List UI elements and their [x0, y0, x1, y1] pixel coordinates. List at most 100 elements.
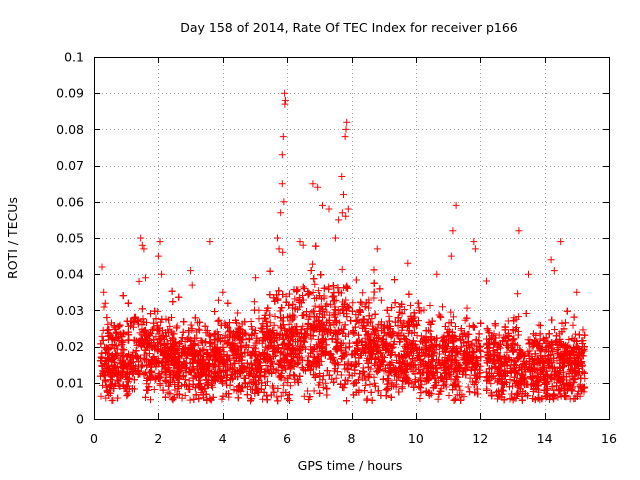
data-point [426, 327, 434, 335]
data-point [388, 379, 396, 387]
data-point [278, 317, 286, 325]
data-point [537, 322, 544, 330]
data-point [304, 387, 312, 395]
data-point [311, 280, 319, 288]
data-point [569, 321, 577, 329]
data-point [314, 287, 322, 295]
data-point [150, 386, 158, 393]
data-point [279, 248, 287, 256]
data-point [262, 362, 270, 369]
data-point [271, 313, 279, 320]
data-point [311, 302, 319, 310]
data-point [365, 374, 373, 382]
data-point [250, 298, 258, 306]
data-point [434, 395, 442, 403]
data-point [500, 333, 508, 341]
data-point [495, 331, 503, 339]
data-point [464, 383, 472, 391]
data-point [361, 381, 369, 389]
data-point [456, 386, 464, 394]
grid [94, 57, 609, 419]
data-point [280, 381, 288, 389]
data-point [215, 296, 222, 304]
data-point [426, 302, 434, 309]
data-point [377, 296, 385, 304]
data-point [309, 260, 317, 268]
data-point [99, 381, 106, 389]
chart-title: Day 158 of 2014, Rate Of TEC Index for r… [180, 20, 518, 35]
data-point [255, 315, 263, 323]
data-point [123, 391, 131, 399]
data-point [286, 382, 294, 390]
data-point [310, 387, 318, 395]
data-point [368, 322, 376, 330]
data-point [319, 383, 327, 391]
data-point [323, 308, 331, 316]
data-point [193, 328, 201, 336]
data-point [136, 329, 144, 337]
data-point [327, 301, 335, 309]
data-point [463, 304, 471, 312]
data-point [119, 345, 127, 353]
data-points [97, 89, 589, 405]
data-point [262, 382, 269, 389]
data-point [452, 395, 459, 403]
data-point [572, 330, 579, 338]
data-point [273, 393, 281, 401]
data-point [97, 392, 105, 400]
data-point [359, 289, 367, 297]
data-point [450, 313, 457, 321]
data-point [436, 313, 444, 321]
data-point [248, 323, 255, 331]
data-point [129, 348, 137, 356]
data-point [349, 299, 357, 307]
data-point [565, 336, 573, 343]
data-point [338, 209, 346, 217]
data-point [579, 326, 587, 334]
data-point [421, 378, 429, 386]
data-point [234, 309, 242, 317]
data-point [332, 374, 340, 382]
data-point [371, 330, 378, 338]
data-point [104, 320, 112, 328]
data-point [186, 396, 194, 404]
data-point [515, 313, 523, 321]
data-point [413, 332, 421, 340]
data-point [350, 380, 357, 388]
data-point [506, 376, 514, 383]
data-point [458, 325, 465, 332]
data-point [123, 392, 131, 400]
data-point [415, 317, 422, 325]
data-point [366, 381, 374, 388]
data-point [291, 295, 299, 303]
data-point [207, 339, 215, 347]
data-point [407, 301, 414, 309]
data-point [338, 265, 346, 273]
data-point [206, 332, 214, 340]
data-point [322, 379, 330, 387]
data-point [526, 347, 534, 355]
data-point [308, 308, 316, 316]
data-point [392, 383, 400, 391]
data-point [181, 392, 189, 400]
data-point [166, 322, 174, 330]
data-point [299, 322, 307, 330]
data-point [287, 317, 295, 325]
data-point [371, 379, 378, 387]
data-point [313, 348, 321, 356]
data-point [503, 348, 511, 356]
data-point [455, 391, 463, 399]
data-point [514, 290, 522, 298]
data-point [401, 306, 409, 313]
data-point [277, 392, 285, 400]
data-point [218, 395, 226, 403]
data-point [155, 330, 163, 338]
data-point [108, 397, 116, 405]
data-point [447, 308, 455, 316]
data-point [188, 325, 196, 333]
data-point [416, 395, 424, 402]
data-point [264, 378, 271, 386]
data-point [315, 303, 323, 311]
data-point [337, 371, 345, 379]
